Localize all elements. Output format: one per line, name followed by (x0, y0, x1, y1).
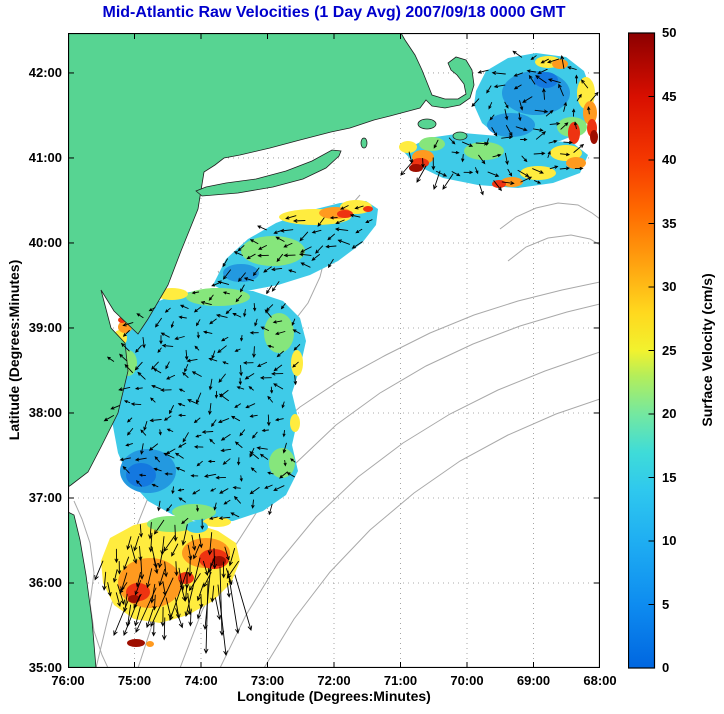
colorbar-tick-label: 10 (662, 533, 677, 548)
colorbar-tick-label: 45 (662, 88, 677, 104)
x-tick-label: 74:00 (184, 673, 218, 688)
colorbar-tick-label: 20 (662, 406, 677, 421)
x-tick-label: 76:00 (51, 673, 85, 688)
y-tick-label: 37:00 (28, 489, 62, 505)
x-tick-label: 70:00 (450, 673, 484, 688)
x-axis-label: Longitude (Degrees:Minutes) (237, 688, 431, 704)
current-arrows-layer (94, 50, 599, 657)
figure-title: Mid-Atlantic Raw Velocities (1 Day Avg) … (102, 4, 566, 21)
x-tick-label: 73:00 (250, 673, 285, 688)
colorbar-tick-label: 0 (662, 660, 670, 675)
x-tick-label: 75:00 (117, 673, 152, 688)
colorbar-tick-label: 5 (662, 596, 670, 612)
colorbar-label: Surface Velocity (cm/s) (699, 273, 715, 427)
x-tick-label: 69:00 (516, 673, 551, 688)
x-tick-label: 72:00 (317, 673, 351, 688)
colorbar (628, 32, 656, 669)
y-tick-label: 39:00 (28, 319, 62, 335)
colorbar-tick-label: 25 (662, 342, 677, 358)
y-tick-label: 36:00 (28, 574, 62, 590)
y-tick-label: 35:00 (28, 660, 62, 675)
land-layer (68, 33, 475, 668)
x-tick-label: 71:00 (383, 673, 418, 688)
y-tick-label: 41:00 (28, 149, 62, 165)
colorbar-tick-label: 30 (662, 279, 677, 294)
colorbar-tick-label: 15 (662, 469, 677, 485)
x-tick-label: 68:00 (583, 673, 617, 688)
y-tick-label: 42:00 (28, 64, 62, 80)
map-plot (68, 33, 600, 668)
y-tick-label: 38:00 (28, 404, 62, 420)
y-tick-label: 40:00 (28, 234, 62, 250)
colorbar-tick-label: 50 (662, 25, 677, 40)
colorbar-tick-label: 35 (662, 215, 677, 231)
colorbar-tick-label: 40 (662, 152, 677, 167)
